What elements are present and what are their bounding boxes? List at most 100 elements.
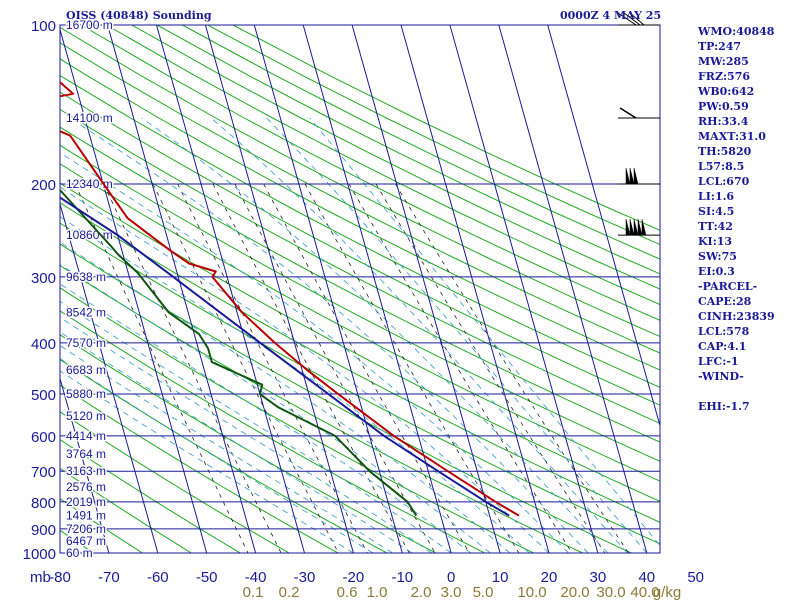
wind-barb-flags <box>617 12 645 26</box>
isotherm-line <box>60 27 208 553</box>
sounding-index-item: WB0:642 <box>698 85 755 98</box>
height-label: 16700 m <box>66 18 113 32</box>
wind-barb-flags <box>625 167 639 185</box>
sounding-index-item: PW:0.59 <box>698 100 749 113</box>
y-tick-label: 900 <box>31 522 56 539</box>
isotherm-line <box>60 376 110 553</box>
x-unit-label: mb <box>30 569 51 586</box>
mixing-ratio-line <box>212 183 410 553</box>
height-label: 1491 m <box>66 509 106 523</box>
moist-adiabat-line <box>141 117 608 553</box>
x-tick-label: -30 <box>294 569 316 586</box>
isotherm-line <box>449 25 599 553</box>
moist-adiabat-line <box>60 316 432 553</box>
y-tick-label: 800 <box>31 495 56 512</box>
height-label: 2576 m <box>66 480 106 494</box>
sounding-title: OISS (40848) Sounding <box>66 9 212 22</box>
x-tick-label: -40 <box>245 569 267 586</box>
dry-adiabat-line <box>60 74 660 388</box>
height-label: 5880 m <box>66 387 106 401</box>
y-tick-label: 100 <box>31 18 56 35</box>
sounding-index-item: MAXT:31.0 <box>698 130 766 143</box>
x-tick-label: -80 <box>49 569 71 586</box>
wind-barb-icon <box>617 12 660 26</box>
background-lines <box>0 25 660 553</box>
parcel-profile <box>60 196 510 517</box>
sounding-index-item: MW:285 <box>698 55 749 68</box>
isotherm-line <box>302 25 452 553</box>
temperature-profile <box>60 80 520 517</box>
isotherm-line <box>156 25 305 553</box>
wind-barb-icon <box>618 219 660 236</box>
dry-adiabat-line <box>60 310 485 553</box>
moist-adiabat-line <box>60 358 374 553</box>
sounding-index-item: WMO:40848 <box>698 25 775 38</box>
dry-adiabat-line <box>60 163 660 482</box>
x-tick-label: -50 <box>196 569 218 586</box>
isotherm-line <box>547 25 660 428</box>
dry-adiabat-line <box>60 202 660 523</box>
moist-adiabat-line <box>60 152 569 553</box>
height-label: 9638 m <box>66 270 106 284</box>
height-label: 10860 m <box>66 228 113 242</box>
dry-adiabat-line <box>60 42 660 354</box>
mixing-ratio-label: 20.0 <box>560 584 589 600</box>
dry-adiabat-line <box>106 25 660 306</box>
mixing-ratio-label: 0.6 <box>337 584 358 600</box>
y-tick-label: 300 <box>31 270 56 287</box>
sounding-index-item: TP:247 <box>698 40 742 53</box>
sounding-indices-panel: WMO:40848 TP:247 MW:285 FRZ:576 WB0:642 PW:0.… <box>698 24 775 414</box>
wind-barb-icon <box>618 167 660 185</box>
isotherm-line <box>0 25 11 553</box>
y-tick-label: 700 <box>31 464 56 481</box>
sounding-index-item: LI:1.6 <box>698 190 735 203</box>
dry-adiabat-line <box>60 108 660 424</box>
moist-adiabat-line <box>60 263 491 553</box>
moist-adiabat-line <box>69 117 589 553</box>
sounding-index-item: SI:4.5 <box>698 205 735 218</box>
dry-adiabat-line <box>60 144 660 462</box>
height-label: 3163 m <box>66 464 106 478</box>
dry-adiabat-line <box>60 411 290 553</box>
moist-adiabat-line <box>60 331 413 553</box>
moist-adiabat-line <box>60 345 393 553</box>
x-tick-label: 50 <box>687 569 704 586</box>
mixing-ratio-label: 0.2 <box>279 584 300 600</box>
wind-barb-icon <box>618 107 660 119</box>
x-tick-label: 20 <box>541 569 558 586</box>
sounding-index-item: EI:0.3 <box>698 265 735 278</box>
sounding-index-item: LCL:578 <box>698 325 750 338</box>
dry-adiabat-line <box>60 182 660 502</box>
x-tick-label: -70 <box>98 569 120 586</box>
mixing-ratio-label: 0.1 <box>243 584 264 600</box>
isotherm-line <box>107 25 257 553</box>
isotherm-line <box>253 25 403 553</box>
height-label: 14100 m <box>66 111 113 125</box>
y-tick-label: 600 <box>31 429 56 446</box>
dry-adiabat-line <box>60 58 660 371</box>
dry-adiabat-line <box>156 25 660 275</box>
dry-adiabat-line <box>182 25 660 260</box>
mixing-ratio-line <box>177 183 368 553</box>
sounding-index-item <box>698 384 775 399</box>
height-label: 3764 m <box>66 447 106 461</box>
isotherm-line <box>400 25 550 553</box>
height-label: 2019 m <box>66 495 106 509</box>
sounding-index-item: LCL:670 <box>698 175 750 188</box>
mixing-ratio-line <box>348 183 573 553</box>
height-label: 6467 m <box>66 534 106 548</box>
moist-adiabat-line <box>60 241 511 553</box>
dewpoint-profile <box>60 188 418 517</box>
sounding-index-item: TT:42 <box>698 220 733 233</box>
dry-adiabat-line <box>60 91 660 406</box>
dry-adiabat-line <box>60 264 583 553</box>
height-label: 60 m <box>66 546 93 560</box>
sounding-index-item: -PARCEL- <box>698 280 758 293</box>
sounding-index-item: -WIND- <box>698 370 744 383</box>
dry-adiabat-line <box>60 498 143 553</box>
sounding-index-item: TH:5820 <box>698 145 752 158</box>
y-tick-label: 200 <box>31 177 56 194</box>
mixing-ratio-line <box>74 183 249 553</box>
isotherm-line <box>498 25 648 553</box>
mixing-ratio-label: 3.0 <box>441 584 462 600</box>
